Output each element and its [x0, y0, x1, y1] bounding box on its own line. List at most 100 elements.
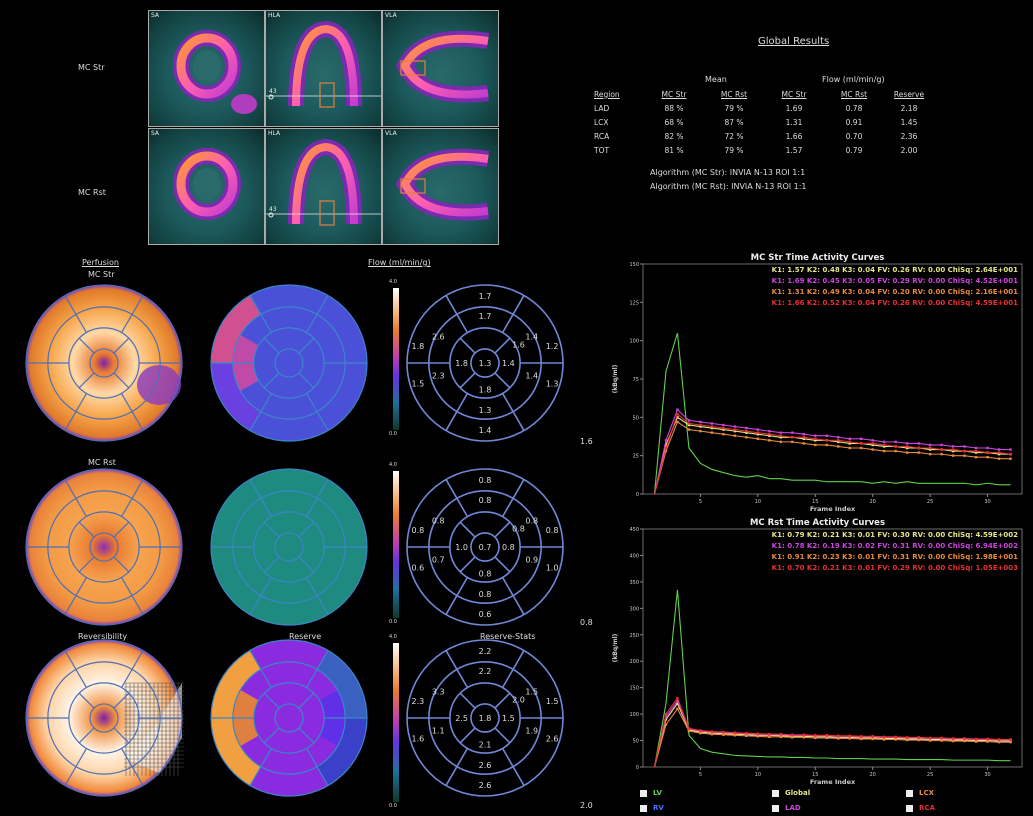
- scan-panel-hla-rst[interactable]: HLA 43: [265, 128, 382, 245]
- legend-label: RCA: [919, 804, 935, 812]
- segment-value: 0.8: [525, 516, 538, 525]
- data-point: [745, 429, 748, 433]
- data-point: [722, 428, 725, 431]
- global-results-table: Region MC Str MC Rst MC Str MC Rst Reserve LA…: [594, 87, 934, 157]
- y-tick-label: 25: [633, 454, 639, 460]
- legend-item-lv[interactable]: LV: [640, 789, 662, 797]
- polar-title-rev: Reversibility: [78, 632, 128, 641]
- data-point: [837, 445, 840, 448]
- segment-value: 2.6: [479, 781, 492, 790]
- segment-value: 0.8: [479, 570, 492, 579]
- legend-item-global[interactable]: Global: [772, 789, 810, 797]
- data-point: [986, 451, 989, 454]
- segment-value: 1.8: [479, 714, 492, 723]
- data-point: [963, 449, 966, 453]
- flow-polar-map: [211, 469, 367, 625]
- segment-value: 1.4: [525, 371, 538, 380]
- y-axis-label: (kBq/ml): [612, 364, 619, 393]
- data-point: [756, 732, 760, 735]
- data-point: [687, 729, 691, 733]
- panel-label: SA: [151, 12, 160, 19]
- polar-title-rst: MC Rst: [88, 458, 116, 467]
- series-line-global: [653, 702, 1011, 768]
- scan-panel-vla-str[interactable]: VLA: [382, 10, 499, 127]
- data-point: [791, 736, 794, 739]
- scan-panel-hla-str[interactable]: HLA 43: [265, 10, 382, 127]
- segment-value: 1.4: [502, 359, 515, 368]
- data-point: [871, 448, 874, 451]
- side-value-reserve: 2.0: [580, 801, 593, 810]
- data-point: [871, 737, 874, 741]
- data-point: [951, 449, 955, 453]
- data-point: [664, 439, 668, 442]
- data-point: [687, 419, 691, 422]
- data-point: [779, 436, 783, 439]
- data-point: [687, 428, 691, 431]
- x-tick-label: 30: [984, 772, 990, 778]
- table-cell: 72 %: [724, 131, 744, 141]
- segment-value: 2.0: [512, 695, 525, 704]
- segment-value: 2.2: [479, 667, 492, 676]
- data-point: [722, 433, 725, 436]
- segment-value: 0.7: [479, 543, 492, 552]
- y-tick-label: 100: [629, 339, 639, 345]
- col-header: MC Rst: [840, 89, 868, 99]
- colorbar-max: 4.0: [389, 279, 397, 285]
- data-point: [676, 702, 679, 705]
- checkbox[interactable]: [906, 789, 913, 797]
- x-tick-label: 25: [927, 499, 933, 505]
- data-point: [928, 736, 932, 740]
- data-point: [951, 445, 955, 448]
- checkbox[interactable]: [640, 789, 647, 797]
- legend-item-rv[interactable]: RV: [640, 804, 664, 812]
- legend-item-rca[interactable]: RCA: [906, 804, 935, 812]
- panel-label: SA: [151, 130, 160, 137]
- scan-panel-sa-str[interactable]: SA: [148, 10, 265, 127]
- polar-title-reserve: Reserve: [289, 632, 322, 641]
- series-line-rca: [653, 413, 1011, 495]
- segment-value: 1.6: [512, 340, 525, 349]
- data-point: [802, 433, 805, 436]
- checkbox[interactable]: [640, 804, 647, 812]
- col-header: Reserve: [893, 89, 925, 99]
- checkbox[interactable]: [906, 804, 913, 812]
- scan-panel-sa-rst[interactable]: SA: [148, 128, 265, 245]
- polar-title-reserve-stats: Reserve-Stats: [480, 632, 536, 641]
- x-tick-label: 5: [699, 499, 702, 505]
- data-point: [664, 712, 668, 716]
- table-cell: 79 %: [724, 145, 744, 155]
- flow-title: Flow (ml/min/g): [368, 258, 431, 267]
- data-point: [974, 456, 978, 459]
- scan-image: [173, 30, 257, 114]
- table-cell: 1.31: [785, 117, 803, 127]
- data-point: [951, 739, 955, 743]
- colorbar: [393, 288, 399, 430]
- series-line-lcx: [653, 421, 1011, 495]
- segment-value: 1.9: [525, 726, 538, 735]
- data-point: [722, 730, 725, 734]
- panel-label: VLA: [385, 12, 397, 19]
- data-point: [710, 733, 714, 736]
- checkbox[interactable]: [772, 804, 779, 812]
- x-tick-label: 10: [755, 772, 761, 778]
- scan-panel-vla-rst[interactable]: VLA: [382, 128, 499, 245]
- data-point: [882, 738, 886, 741]
- data-point: [676, 413, 679, 416]
- legend-label: LV: [653, 789, 662, 797]
- checkbox[interactable]: [772, 789, 779, 797]
- legend-label: Global: [785, 789, 811, 797]
- stats-polar-map: [407, 469, 563, 625]
- data-point: [664, 723, 668, 726]
- data-point: [986, 740, 989, 743]
- perfusion-polar-map: [26, 285, 182, 441]
- data-point: [940, 452, 943, 456]
- svg-text:43: 43: [269, 88, 277, 95]
- data-point: [699, 423, 702, 427]
- fit-annotation: K1: 0.79 K2: 0.21 K3: 0.01 FV: 0.30 RV: …: [772, 531, 1018, 539]
- data-point: [699, 729, 702, 732]
- data-point: [733, 425, 737, 428]
- legend-item-lad[interactable]: LAD: [772, 804, 801, 812]
- y-tick-label: 200: [629, 659, 639, 665]
- segment-value: 2.6: [546, 734, 559, 743]
- legend-item-lcx[interactable]: LCX: [906, 789, 934, 797]
